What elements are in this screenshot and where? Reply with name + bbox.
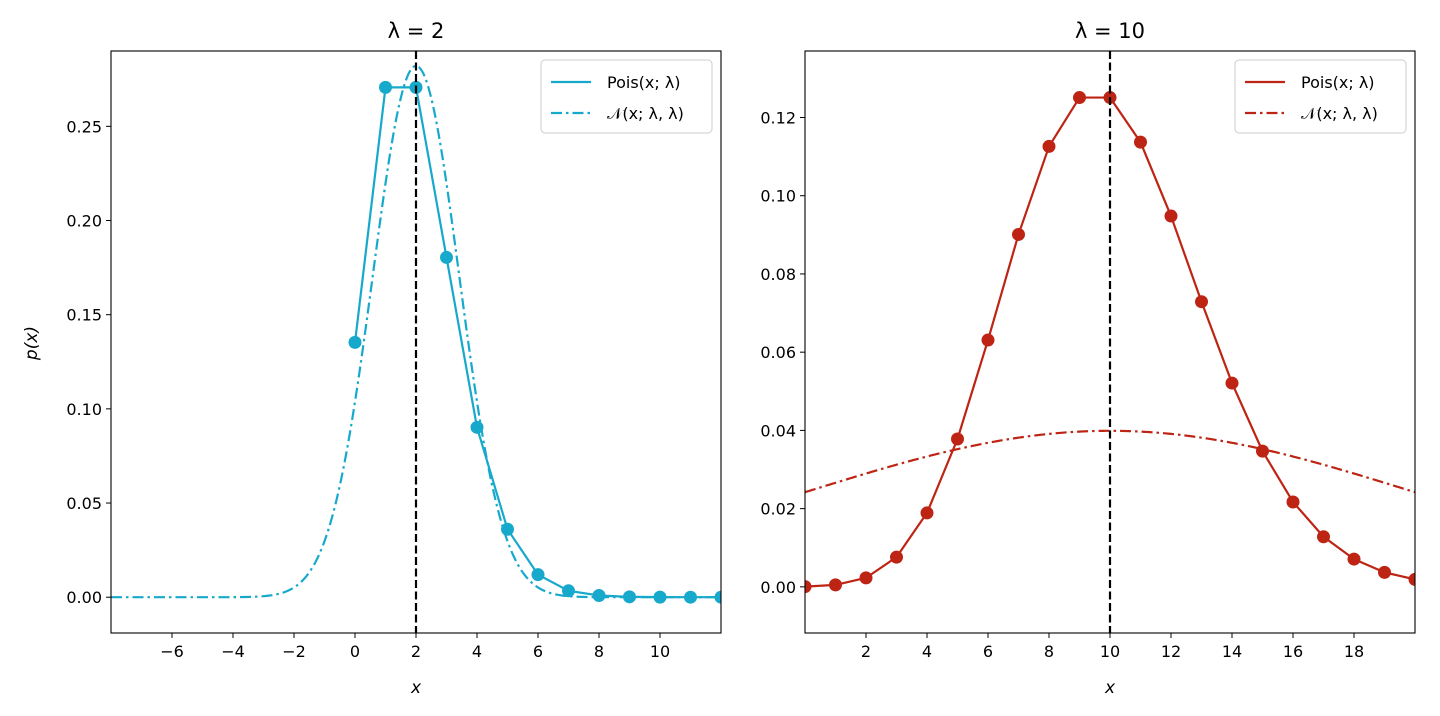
right-chart-title: λ = 10 — [1075, 19, 1145, 43]
left-poisson-point — [501, 522, 514, 536]
left-chart-title: λ = 2 — [388, 19, 445, 43]
right-y-tick-label: 0.08 — [760, 265, 796, 284]
right-x-tick-label: 18 — [1344, 642, 1364, 661]
left-y-axis-label: p(x) — [22, 326, 42, 361]
right-x-tick-label: 2 — [861, 642, 871, 661]
left-y-tick-label: 0.05 — [66, 494, 102, 513]
right-poisson-point — [1042, 139, 1056, 153]
right-plot-area — [805, 51, 1415, 633]
right-axes-frame — [804, 50, 1416, 634]
left-x-tick-label: 2 — [411, 642, 421, 661]
left-y-tick-label: 0.00 — [66, 588, 102, 607]
left-poisson-point — [440, 250, 453, 264]
right-y-tick-label: 0.00 — [760, 578, 796, 597]
right-y-tick-label: 0.06 — [760, 343, 796, 362]
left-poisson-point — [623, 590, 636, 604]
left-x-tick-label: 10 — [650, 642, 670, 661]
left-normal-series-line — [111, 64, 721, 599]
left-plot-area — [111, 51, 721, 633]
right-poisson-point — [829, 578, 842, 592]
left-x-tick-label: −4 — [221, 642, 245, 661]
left-poisson-point — [653, 590, 667, 604]
left-y-tick-label: 0.15 — [66, 306, 102, 325]
left-legend-poisson-label: Pois(x; λ) — [607, 73, 681, 92]
left-x-tick-label: 6 — [533, 642, 543, 661]
right-x-tick-label: 6 — [983, 642, 993, 661]
right-poisson-point — [951, 432, 964, 446]
left-legend-normal-label: 𝒩(x; λ, λ) — [607, 104, 684, 123]
right-legend: Pois(x; λ) 𝒩(x; λ, λ) — [1234, 59, 1407, 134]
left-poisson-point — [348, 335, 362, 349]
right-poisson-point — [920, 506, 934, 520]
left-y-tick-label: 0.20 — [66, 212, 102, 231]
right-poisson-point — [1164, 209, 1178, 223]
right-y-tick-label: 0.04 — [760, 421, 796, 440]
right-legend-box — [1234, 59, 1407, 134]
right-legend-normal-label: 𝒩(x; λ, λ) — [1301, 104, 1378, 123]
left-poisson-point — [592, 589, 606, 603]
left-legend: Pois(x; λ) 𝒩(x; λ, λ) — [540, 59, 713, 134]
left-y-tick-label: 0.10 — [66, 400, 102, 419]
right-x-tick-label: 10 — [1100, 642, 1120, 661]
left-x-axis-label: x — [410, 678, 422, 698]
left-poisson-point — [379, 80, 392, 94]
right-x-tick-label: 14 — [1222, 642, 1242, 661]
right-y-tick-label: 0.12 — [760, 108, 796, 127]
left-x-tick-label: 8 — [594, 642, 604, 661]
right-subplot: λ = 10 x 2 4 6 8 10 12 14 16 18 0.00 0.02 0.04 0.06 0… — [760, 19, 1416, 698]
right-x-tick-label: 16 — [1283, 642, 1303, 661]
left-x-tick-label: 4 — [472, 642, 482, 661]
right-legend-poisson-label: Pois(x; λ) — [1301, 73, 1375, 92]
right-poisson-point — [1225, 376, 1239, 390]
right-poisson-point — [1317, 530, 1330, 544]
right-poisson-point — [1286, 495, 1300, 509]
right-poisson-point — [981, 333, 995, 347]
right-poisson-point — [1408, 572, 1415, 586]
right-poisson-point — [1134, 135, 1147, 149]
left-y-tick-label: 0.25 — [66, 117, 102, 136]
left-poisson-point — [562, 584, 575, 598]
left-x-tick-label: 0 — [350, 642, 360, 661]
left-poisson-point — [714, 590, 721, 604]
right-x-tick-label: 4 — [922, 642, 932, 661]
left-axes-frame — [110, 50, 722, 634]
right-normal-series-line — [805, 429, 1415, 494]
right-y-tick-label: 0.10 — [760, 187, 796, 206]
left-subplot: λ = 2 x p(x) −6 −4 −2 0 2 4 6 8 10 0.00 0.05 0.10 0.… — [22, 19, 722, 698]
right-poisson-point — [1378, 565, 1391, 579]
right-x-tick-label: 12 — [1161, 642, 1181, 661]
left-x-tick-label: −2 — [282, 642, 306, 661]
left-poisson-point — [684, 590, 697, 604]
left-poisson-point — [470, 420, 484, 434]
right-poisson-point — [805, 580, 812, 594]
right-poisson-point — [1012, 227, 1025, 241]
right-poisson-point — [1195, 295, 1208, 309]
left-poisson-point — [531, 568, 545, 582]
right-poisson-point — [859, 571, 873, 585]
right-poisson-point — [890, 550, 903, 564]
right-poisson-point — [1073, 91, 1086, 105]
right-x-tick-label: 8 — [1044, 642, 1054, 661]
left-x-tick-label: −6 — [160, 642, 184, 661]
left-legend-box — [540, 59, 713, 134]
right-poisson-point — [1256, 444, 1269, 458]
right-poisson-point — [1347, 552, 1361, 566]
right-x-axis-label: x — [1104, 678, 1116, 698]
right-y-tick-label: 0.02 — [760, 500, 796, 519]
